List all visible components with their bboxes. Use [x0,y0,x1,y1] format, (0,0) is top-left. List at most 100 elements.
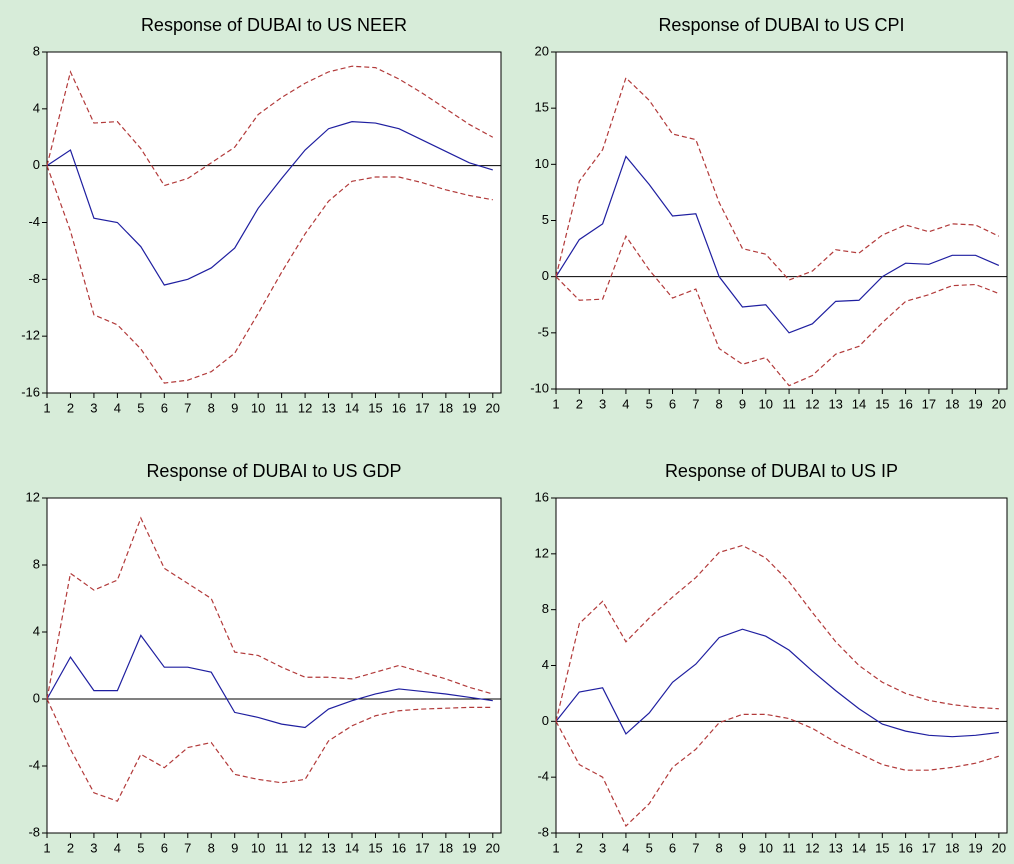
x-tick-label: 14 [852,396,866,411]
x-tick-label: 7 [692,396,699,411]
x-tick-label: 17 [415,840,429,855]
x-tick-label: 6 [161,400,168,415]
x-tick-label: 10 [251,840,265,855]
x-tick-label: 15 [368,400,382,415]
x-tick-label: 13 [321,840,335,855]
x-tick-label: 14 [345,840,359,855]
x-tick-label: 20 [992,840,1006,855]
x-tick-label: 2 [67,840,74,855]
chart-title: Response of DUBAI to US NEER [141,15,407,35]
x-tick-label: 10 [759,396,773,411]
series-line [46,121,493,286]
y-tick-label: -16 [21,384,40,399]
y-tick-label: 10 [535,156,549,171]
series-line [555,234,1000,387]
y-tick-label: -5 [537,324,549,339]
series-line [555,628,999,738]
y-tick-label: 8 [33,43,40,58]
y-tick-label: -10 [530,380,549,395]
x-tick-label: 4 [114,840,121,855]
x-tick-label: 11 [782,396,796,411]
x-tick-label: 3 [599,840,606,855]
x-tick-label: 16 [392,840,406,855]
y-tick-label: -8 [28,824,40,839]
x-tick-label: 6 [669,840,676,855]
x-tick-label: 3 [90,400,97,415]
y-tick-label: 0 [542,268,549,283]
series-line [555,713,1000,828]
x-tick-label: 14 [852,840,866,855]
x-tick-label: 12 [298,840,312,855]
x-tick-label: 20 [486,840,500,855]
x-tick-label: 10 [251,400,265,415]
x-tick-label: 4 [114,400,121,415]
series-line [46,65,494,187]
x-tick-label: 17 [922,396,936,411]
x-tick-label: 3 [599,396,606,411]
y-tick-label: 12 [535,545,549,560]
series-line [46,698,493,802]
x-tick-label: 15 [368,840,382,855]
x-tick-label: 9 [231,840,238,855]
y-tick-label: 8 [542,601,549,616]
x-tick-label: 4 [622,840,629,855]
x-tick-label: 14 [345,400,359,415]
x-tick-label: 13 [828,396,842,411]
plot-area [555,497,1008,834]
x-tick-label: 11 [275,400,289,415]
x-tick-label: 6 [669,396,676,411]
x-tick-label: 20 [992,396,1006,411]
x-tick-label: 2 [576,396,583,411]
x-tick-label: 4 [622,396,629,411]
x-tick-label: 2 [67,400,74,415]
x-tick-label: 19 [968,396,982,411]
x-tick-label: 1 [552,396,559,411]
y-tick-label: 20 [535,43,549,58]
chart-title: Response of DUBAI to US CPI [658,15,904,35]
series-line [555,76,1000,281]
x-tick-label: 2 [576,840,583,855]
x-tick-label: 20 [486,400,500,415]
x-tick-label: 12 [805,396,819,411]
x-tick-label: 15 [875,840,889,855]
y-tick-label: -8 [537,824,549,839]
y-tick-label: 4 [33,100,40,115]
x-tick-label: 12 [298,400,312,415]
y-tick-label: 0 [33,157,40,172]
x-tick-label: 19 [462,400,476,415]
x-tick-label: 8 [208,840,215,855]
x-tick-label: 5 [137,400,144,415]
y-tick-label: 8 [33,556,40,571]
x-tick-label: 18 [439,400,453,415]
y-tick-label: -8 [28,271,40,286]
y-tick-label: 5 [542,212,549,227]
x-tick-label: 5 [646,396,653,411]
x-tick-label: 15 [875,396,889,411]
x-tick-label: 3 [90,840,97,855]
x-tick-label: 8 [716,840,723,855]
x-tick-label: 16 [898,396,912,411]
y-tick-label: -12 [21,328,40,343]
x-tick-label: 19 [968,840,982,855]
y-tick-label: 4 [542,657,549,672]
x-tick-label: 18 [945,840,959,855]
y-tick-label: 4 [33,623,40,638]
x-tick-label: 11 [782,840,796,855]
x-tick-label: 1 [43,400,50,415]
x-tick-label: 9 [739,396,746,411]
x-tick-label: 6 [161,840,168,855]
series-line [46,516,493,700]
series-line [555,155,1000,334]
y-tick-label: 12 [26,489,40,504]
x-tick-label: 1 [552,840,559,855]
y-tick-label: 15 [535,100,549,115]
x-tick-label: 1 [43,840,50,855]
series-line [46,634,493,729]
x-tick-label: 9 [739,840,746,855]
x-tick-label: 17 [922,840,936,855]
x-tick-label: 5 [646,840,653,855]
plot-area [46,51,502,394]
y-tick-label: 0 [542,713,549,728]
